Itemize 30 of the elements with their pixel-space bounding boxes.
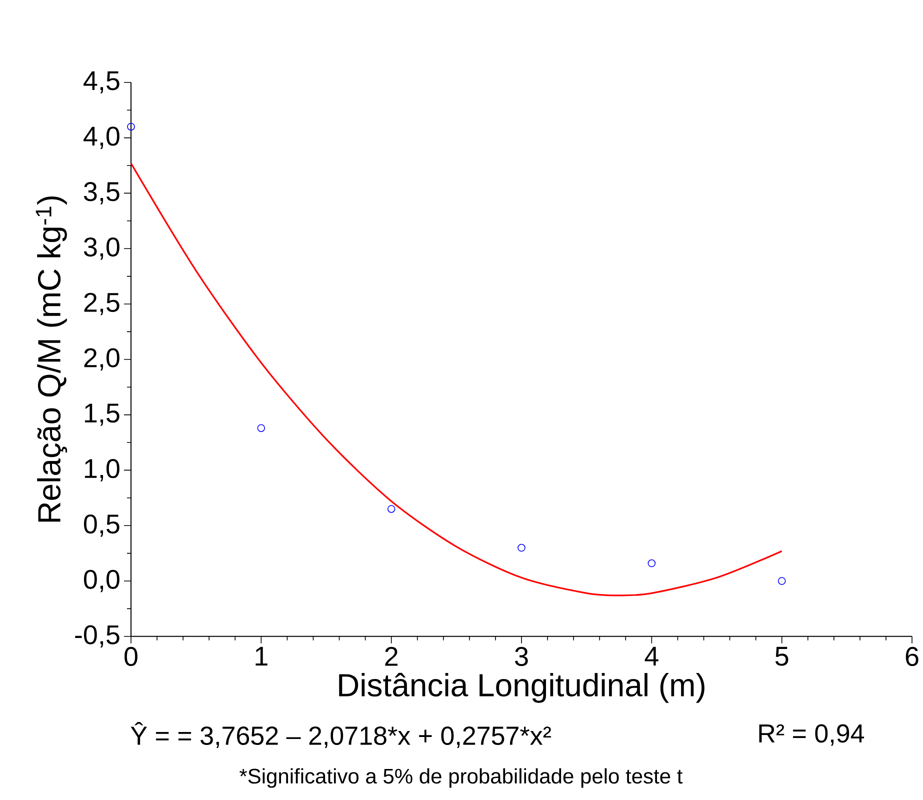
x-tick-label: 3 [515, 646, 528, 666]
x-tick-label: 1 [256, 646, 268, 666]
y-tick-label: 1,0 [84, 459, 120, 482]
text: *Significativo a 5% de probabilidade pelo teste t [240, 768, 683, 788]
line-series [130, 162, 783, 596]
y-tick-label: 1,5 [84, 404, 120, 426]
point [387, 505, 396, 513]
y-tick-label: 3,5 [84, 182, 120, 204]
x-tick-label: 6 [906, 646, 918, 666]
y-tick-label: 0,0 [84, 570, 120, 592]
x-tick-label: 0 [124, 646, 138, 666]
y-tick-label: -0,5 [75, 625, 120, 648]
y-tick-label: 0,5 [84, 514, 120, 537]
x-tick-label: 4 [644, 646, 658, 666]
point [127, 122, 135, 131]
text: Ŷ = = 3,7652 – 2,0718*x + 0,2757*x² [130, 722, 552, 748]
y-tick-label: 3,0 [84, 237, 120, 260]
y-tick-label: 2,0 [84, 348, 120, 371]
point [778, 577, 786, 585]
y-tick-label: 4,0 [84, 126, 120, 149]
y-tick-label: 4,5 [84, 71, 120, 94]
point [257, 424, 266, 432]
text: R² = 0,94 [759, 724, 864, 746]
x-axis-title: Distância Longitudinal (m) [339, 672, 704, 703]
y-axis-title: Relação Q/M (mC kg$^{-1}$) [36, 196, 68, 522]
point [518, 544, 526, 552]
x-tick-label: 5 [775, 646, 788, 666]
y-tick-label: 2,5 [84, 292, 120, 316]
point [648, 559, 656, 568]
x-tick-label: 2 [385, 646, 398, 666]
